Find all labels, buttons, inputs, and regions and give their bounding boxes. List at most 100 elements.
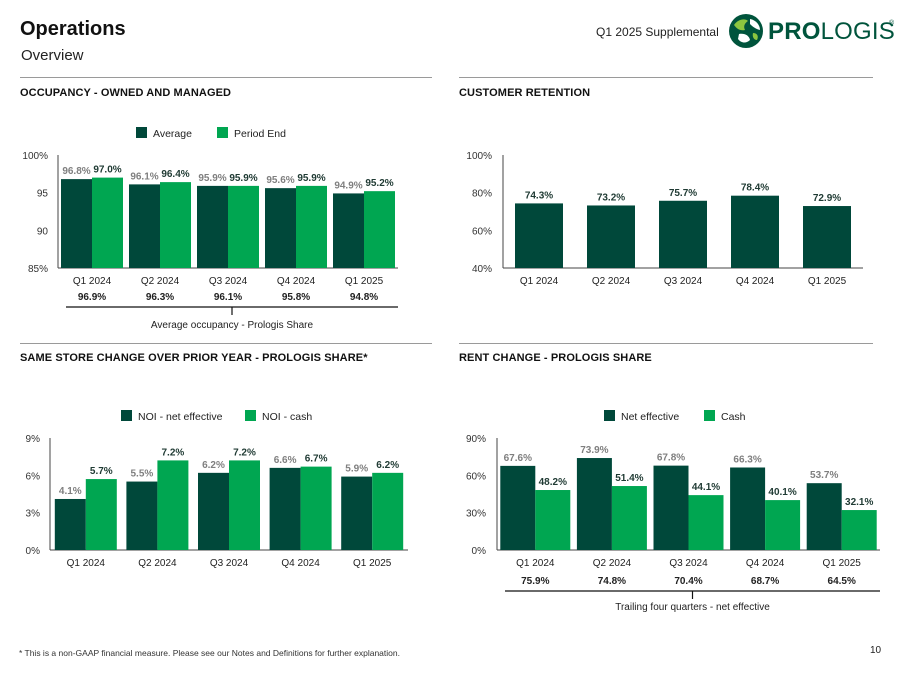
page-title: Operations [20, 18, 126, 40]
retention-category-label: Q1 2025 [808, 276, 847, 287]
occupancy-bar [296, 185, 327, 268]
occupancy-category-label: Q1 2025 [345, 276, 384, 287]
occupancy-y-tick-label: 85% [28, 264, 48, 275]
section-rule-retention [459, 77, 873, 78]
occupancy-data-label: 97.0% [93, 165, 121, 176]
footnote: * This is a non-GAAP financial measure. … [19, 648, 400, 658]
occupancy-y-tick-label: 90 [37, 226, 49, 237]
occupancy-data-label: 95.9% [229, 173, 257, 184]
rent_change-legend-swatch [604, 410, 615, 421]
rent_change-y-tick-label: 90% [466, 434, 486, 445]
retention-data-label: 73.2% [597, 192, 625, 203]
retention-bar [731, 195, 779, 268]
rent_change-footer-value: 74.8% [598, 576, 626, 587]
page-number: 10 [870, 645, 882, 656]
occupancy-bar [160, 182, 191, 268]
occupancy-data-label: 95.9% [198, 173, 226, 184]
rent_change-legend-label: Cash [721, 411, 746, 423]
same_store-data-label: 6.2% [202, 460, 225, 471]
occupancy-bar [265, 188, 296, 268]
occupancy-data-label: 95.2% [365, 178, 393, 189]
section-title-occupancy: OCCUPANCY - OWNED AND MANAGED [20, 87, 232, 99]
occupancy-data-label: 95.6% [266, 175, 294, 186]
same_store-data-label: 6.7% [305, 454, 328, 465]
occupancy-legend-swatch [217, 127, 228, 138]
occupancy-bar [92, 177, 123, 268]
rent_change-data-label: 40.1% [768, 487, 796, 498]
logo-registered-mark: ® [889, 20, 895, 27]
retention-data-label: 74.3% [525, 190, 553, 201]
retention-bar [659, 200, 707, 268]
same_store-data-label: 6.6% [274, 455, 297, 466]
rent_change-data-label: 44.1% [692, 482, 720, 493]
occupancy-data-label: 96.4% [161, 169, 189, 180]
section-title-rent-change: RENT CHANGE - PROLOGIS SHARE [459, 352, 652, 364]
occupancy-footer-label: Average occupancy - Prologis Share [151, 320, 314, 331]
same_store-category-label: Q1 2025 [353, 558, 392, 569]
rent_change-data-label: 73.9% [580, 445, 608, 456]
occupancy-category-label: Q1 2024 [73, 276, 112, 287]
page-subtitle: Overview [21, 47, 84, 64]
rent_change-footer-label: Trailing four quarters - net effective [615, 602, 770, 613]
retention-y-tick-label: 60% [472, 226, 492, 237]
rent_change-category-label: Q4 2024 [746, 558, 785, 569]
occupancy-data-label: 95.9% [297, 173, 325, 184]
rent_change-y-tick-label: 60% [466, 471, 486, 482]
same_store-data-label: 5.7% [90, 466, 113, 477]
rent_change-data-label: 32.1% [845, 497, 873, 508]
section-title-same-store: SAME STORE CHANGE OVER PRIOR YEAR - PROL… [20, 352, 368, 364]
same_store-bar [269, 467, 301, 550]
retention-y-tick-label: 100% [466, 151, 492, 162]
logo-wordmark: PROLOGIS [768, 18, 895, 46]
retention-bar [803, 206, 851, 268]
same_store-legend-label: NOI - net effective [138, 411, 223, 423]
rent_change-category-label: Q1 2024 [516, 558, 555, 569]
same_store-category-label: Q3 2024 [210, 558, 249, 569]
rent_change-data-label: 48.2% [539, 477, 567, 488]
rent_change-bar [841, 510, 877, 550]
rent_change-bar [500, 465, 536, 550]
same_store-legend-label: NOI - cash [262, 411, 312, 423]
same_store-bar [300, 466, 332, 550]
same_store-data-label: 6.2% [376, 460, 399, 471]
rent_change-bar [806, 483, 842, 550]
rent_change-category-label: Q1 2025 [823, 558, 862, 569]
rent_change-footer-value: 68.7% [751, 576, 779, 587]
same_store-y-tick-label: 9% [26, 434, 41, 445]
supplemental-label: Q1 2025 Supplemental [596, 25, 719, 39]
occupancy-bar [364, 191, 395, 268]
rent_change-category-label: Q3 2024 [669, 558, 708, 569]
occupancy-y-tick-label: 100% [22, 151, 48, 162]
same_store-bar [85, 479, 117, 550]
occupancy-data-label: 96.1% [130, 171, 158, 182]
rent_change-data-label: 66.3% [733, 454, 761, 465]
occupancy-legend-label: Period End [234, 128, 286, 140]
section-rule-occupancy [20, 77, 432, 78]
occupancy-category-label: Q4 2024 [277, 276, 316, 287]
occupancy-data-label: 96.8% [62, 166, 90, 177]
rent_change-bar [535, 490, 571, 550]
retention-category-label: Q2 2024 [592, 276, 631, 287]
same_store-y-tick-label: 0% [26, 546, 41, 557]
retention-data-label: 75.7% [669, 188, 697, 199]
rent_change-data-label: 53.7% [810, 470, 838, 481]
section-rule-same-store [20, 343, 432, 344]
rent_change-bar [653, 465, 689, 550]
rent_change-data-label: 51.4% [615, 473, 643, 484]
logo-wordmark-light: LOGIS [820, 18, 895, 45]
section-title-retention: CUSTOMER RETENTION [459, 87, 591, 99]
same_store-data-label: 7.2% [233, 447, 256, 458]
same_store-legend-swatch [245, 410, 256, 421]
occupancy-footer-value: 96.1% [214, 292, 242, 303]
prologis-logo: PROLOGIS ® [726, 11, 906, 53]
retention-bar [587, 205, 635, 268]
same_store-bar [198, 472, 229, 550]
rent_change-bar [576, 458, 612, 550]
same_store-category-label: Q4 2024 [281, 558, 320, 569]
same_store-bar [372, 472, 404, 550]
rent_change-bar [765, 500, 801, 550]
occupancy-bar [61, 179, 92, 268]
logo-wordmark-bold: PRO [768, 18, 821, 45]
rent_change-y-tick-label: 30% [466, 509, 486, 520]
